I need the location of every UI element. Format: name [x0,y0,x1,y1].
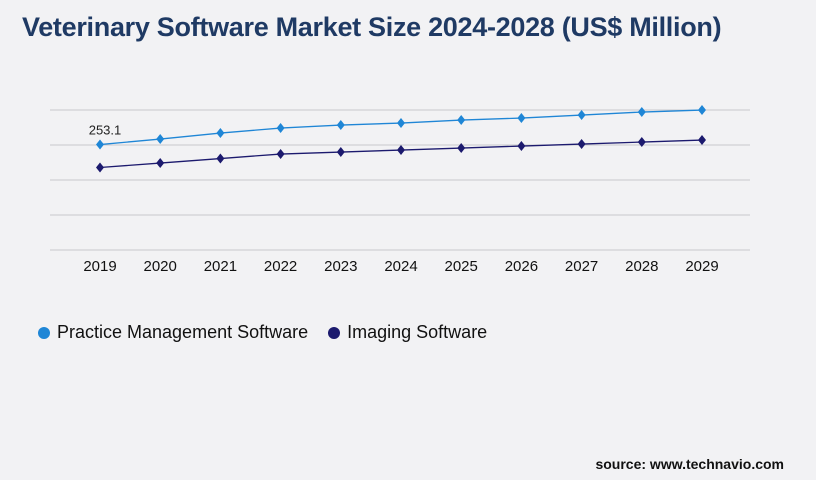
data-point [336,147,345,158]
data-point [397,118,405,129]
x-tick-label: 2021 [204,258,237,275]
legend-marker-imaging [328,326,341,339]
x-tick-label: 2028 [625,258,658,275]
data-point [637,107,646,118]
data-point [577,110,586,121]
data-point [96,139,104,150]
legend-item-imaging: Imaging Software [328,322,487,343]
legend-item-practice: Practice Management Software [38,322,308,343]
data-point [517,141,526,152]
line-chart: 2019 2020 2021 2022 2023 2024 2025 2026 2027 2028… [50,105,750,275]
data-point [698,105,706,116]
data-point [276,149,285,160]
x-tick-label: 2022 [264,258,297,275]
chart-title: Veterinary Software Market Size 2024-202… [22,12,722,42]
data-point [637,137,646,148]
x-tick-label: 2029 [685,258,718,275]
data-point [517,113,526,124]
data-point [216,128,225,139]
data-point [336,120,345,131]
x-tick-label: 2023 [324,258,357,275]
data-point [577,139,586,150]
x-tick-label: 2024 [384,258,417,275]
data-point [397,145,405,156]
data-point [457,115,466,126]
x-tick-label: 2020 [144,258,177,275]
x-tick-label: 2019 [83,258,116,275]
data-point [276,123,285,134]
data-point [457,143,466,154]
x-tick-label: 2025 [445,258,478,275]
data-point [216,153,225,164]
source-note: source: www.technavio.com [595,456,784,472]
data-point [156,158,165,169]
legend-label-practice: Practice Management Software [57,322,309,342]
x-tick-label: 2027 [565,258,598,275]
x-tick-label: 2026 [505,258,538,275]
data-point [156,134,165,145]
data-point [96,162,104,173]
data-label: 253.1 [89,123,122,138]
legend-marker-practice [38,326,50,339]
data-point [698,135,706,146]
legend: Practice Management Software Imaging Sof… [38,322,507,343]
legend-label-imaging: Imaging Software [347,322,488,342]
